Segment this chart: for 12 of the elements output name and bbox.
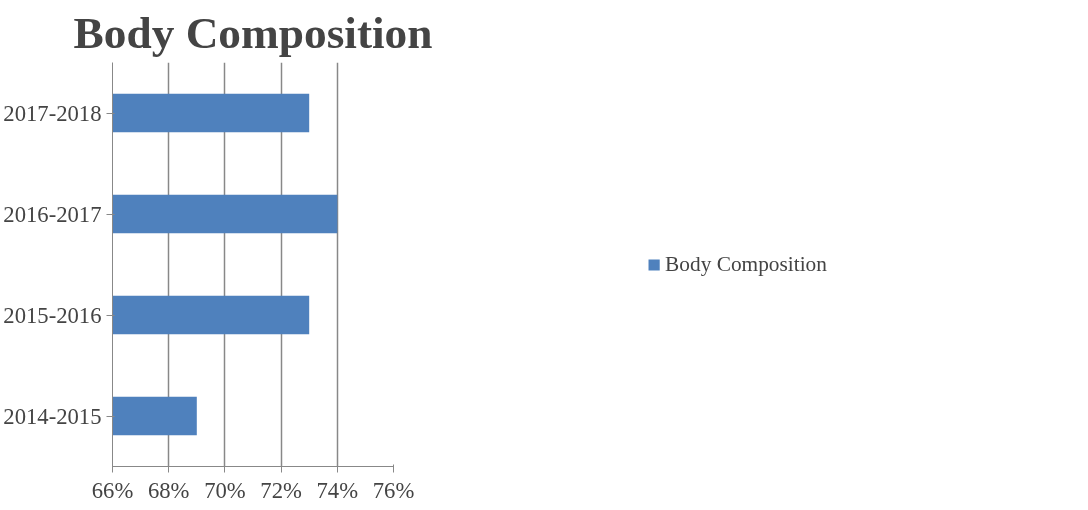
x-tick-label: 76%	[372, 477, 415, 503]
x-tick-label: 74%	[316, 477, 359, 503]
y-tick-label: 2015-2016	[3, 302, 102, 328]
legend-label: Body Composition	[665, 251, 827, 277]
y-tick-label: 2016-2017	[3, 201, 102, 227]
y-tick-label: 2014-2015	[3, 403, 102, 429]
x-tick-label: 66%	[91, 477, 134, 503]
x-tick-label: 70%	[204, 477, 246, 503]
chart-title: Body Composition	[73, 7, 433, 58]
y-tick-label: 2017-2018	[3, 100, 102, 126]
x-tick-label: 72%	[260, 477, 302, 503]
x-tick-label: 68%	[147, 477, 190, 503]
